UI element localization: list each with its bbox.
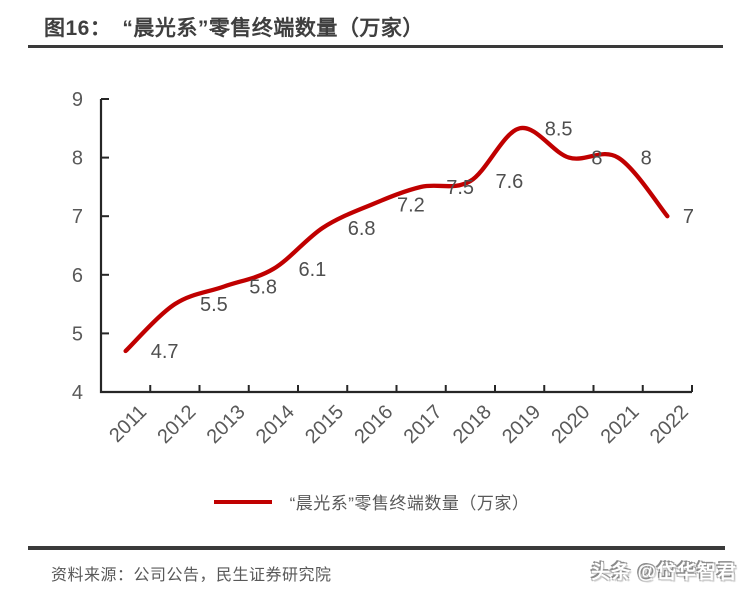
footer-separator (28, 546, 725, 550)
x-axis-tick-label: 2020 (547, 401, 594, 448)
x-axis-tick-label: 2012 (153, 401, 200, 448)
x-axis-tick-label: 2015 (301, 401, 348, 448)
data-point-label: 6.1 (298, 259, 326, 281)
watermark-text: 头条 @岱华智君 (591, 562, 737, 583)
y-axis-tick-label: 8 (72, 148, 83, 170)
x-axis-tick-label: 2013 (203, 401, 250, 448)
series-line (123, 125, 670, 354)
y-axis-tick-label: 4 (72, 382, 83, 404)
axis-lines (99, 99, 692, 394)
title-underline (28, 45, 723, 48)
data-point-label: 6.8 (348, 218, 376, 240)
data-point-label: 7.2 (397, 194, 425, 216)
legend-label: “晨光系”零售终端数量（万家） (289, 494, 530, 513)
y-axis-tick-label: 5 (72, 323, 83, 345)
data-point-label: 5.8 (249, 277, 277, 299)
x-axis-tick-label: 2022 (646, 401, 693, 448)
x-axis-tick-label: 2014 (252, 401, 299, 448)
legend-line-swatch (213, 499, 272, 504)
data-point-label: 5.5 (200, 294, 228, 316)
y-axis-tick-label: 7 (72, 206, 83, 228)
data-point-label: 8.5 (545, 118, 573, 140)
chart-legend: “晨光系”零售终端数量（万家） (0, 489, 743, 514)
source-text: 资料来源：公司公告，民生证券研究院 (51, 567, 332, 584)
data-point-label: 8 (591, 148, 602, 170)
x-axis-tick-label: 2011 (105, 401, 151, 447)
data-point-label: 4.7 (151, 341, 179, 363)
data-point-label: 7.6 (495, 171, 523, 193)
x-axis-tick-label: 2021 (597, 401, 644, 448)
y-axis-tick-label: 9 (72, 89, 83, 111)
y-axis-tick-label: 6 (72, 265, 83, 287)
data-point-label: 8 (641, 148, 652, 170)
x-axis-tick-label: 2017 (400, 401, 447, 448)
data-point-label: 7.5 (446, 177, 474, 199)
data-point-label: 7 (683, 206, 694, 228)
x-axis-tick-label: 2019 (498, 401, 545, 448)
x-axis-tick-label: 2018 (449, 401, 496, 448)
figure-title: 图16： “晨光系”零售终端数量（万家） (44, 17, 424, 40)
x-axis-tick-label: 2016 (350, 401, 397, 448)
